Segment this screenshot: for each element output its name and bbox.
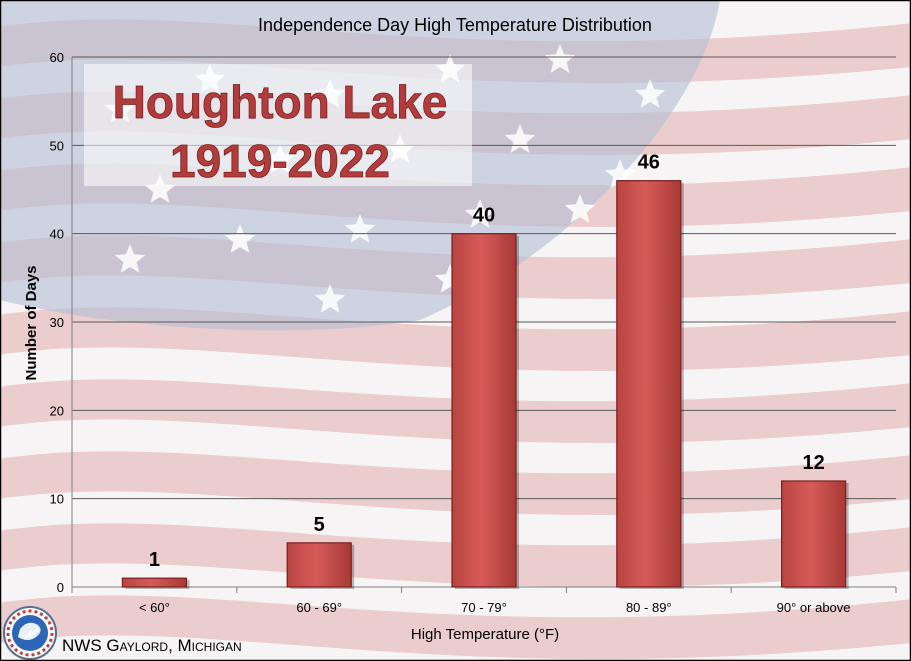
flag-stripe: [0, 595, 911, 659]
overlay-title-panel: [84, 64, 472, 186]
x-tick-label: 60 - 69°: [296, 600, 342, 615]
y-axis-label: Number of Days: [23, 265, 40, 380]
data-labels: 1 5 40 46 12: [149, 152, 825, 572]
y-tick-labels: 0 10 20 30 40 50 60: [50, 50, 64, 595]
data-label: 46: [638, 152, 660, 174]
x-tick-marks: [71, 587, 897, 593]
x-tick-label: 70 - 79°: [461, 600, 507, 615]
bar: [616, 180, 682, 588]
flag-star-icon: [504, 124, 536, 153]
data-label: 40: [473, 205, 495, 227]
flag-star-icon: [604, 159, 636, 188]
footer-credit: NWS Gaylord, Michigan: [62, 636, 242, 655]
y-tick-label: 60: [50, 50, 64, 65]
data-label: 1: [149, 549, 160, 571]
y-tick-label: 0: [57, 580, 64, 595]
flag-star-icon: [344, 214, 376, 243]
flag-star-icon: [564, 194, 596, 223]
y-tick-label: 50: [50, 138, 64, 153]
overlay-title-line1: Houghton Lake: [113, 76, 448, 128]
flag-star-icon: [114, 244, 146, 273]
flag-star-icon: [144, 174, 176, 203]
y-tick-label: 10: [50, 492, 64, 507]
flag-star-icon: [634, 79, 666, 108]
flag-star-icon: [464, 199, 496, 228]
x-tick-label: 90° or above: [777, 600, 851, 615]
flag-star-icon: [544, 44, 576, 73]
data-label: 5: [314, 514, 325, 536]
bar: [286, 542, 352, 588]
y-tick-label: 40: [50, 227, 64, 242]
overlay-title-line2: 1919-2022: [170, 135, 390, 187]
bar: [121, 577, 188, 588]
flag-star-icon: [224, 224, 256, 253]
data-label: 12: [802, 452, 824, 474]
x-axis-label: High Temperature (°F): [411, 626, 559, 643]
flag-star-icon: [314, 284, 346, 313]
y-tick-label: 20: [50, 403, 64, 418]
x-tick-labels: < 60° 60 - 69° 70 - 79° 80 - 89° 90° or abov…: [139, 600, 851, 615]
nws-logo-icon: [3, 606, 57, 660]
bar: [451, 233, 517, 588]
chart-title: Independence Day High Temperature Distri…: [258, 15, 652, 35]
bars: [121, 180, 849, 589]
bar: [780, 480, 847, 588]
y-tick-label: 30: [50, 315, 64, 330]
x-tick-label: < 60°: [139, 600, 170, 615]
flag-star-icon: [434, 264, 466, 293]
x-tick-label: 80 - 89°: [626, 600, 672, 615]
